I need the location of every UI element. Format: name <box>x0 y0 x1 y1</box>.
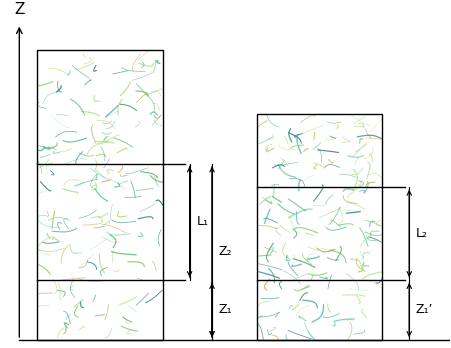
Bar <box>37 50 163 340</box>
Text: L₁: L₁ <box>196 215 208 228</box>
Bar <box>257 113 382 340</box>
Text: Z₂: Z₂ <box>219 245 232 258</box>
Text: Z₁’: Z₁’ <box>416 303 433 316</box>
Text: Z₁: Z₁ <box>219 303 232 316</box>
Text: L₂: L₂ <box>416 227 428 240</box>
Text: Z: Z <box>14 2 24 17</box>
